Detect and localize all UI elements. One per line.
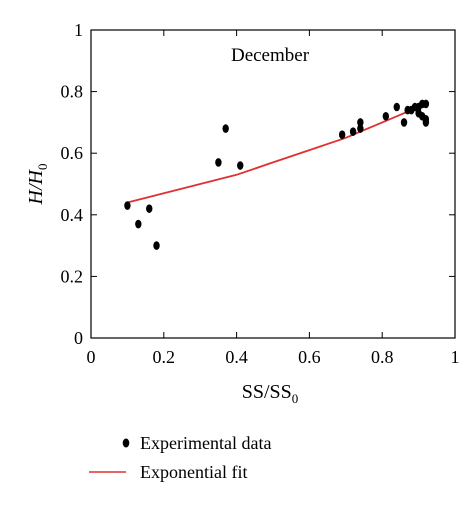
data-point <box>222 124 229 133</box>
x-axis-label-main: SS/SS <box>242 381 292 403</box>
x-tick-label: 0 <box>87 347 96 367</box>
y-axis-label: H/H0 <box>25 164 50 206</box>
data-point <box>393 102 400 112</box>
data-point <box>135 219 142 229</box>
data-point <box>237 161 244 170</box>
chart-title: December <box>231 45 310 66</box>
x-tick-label: 1 <box>451 347 460 367</box>
plot-frame <box>90 29 456 339</box>
legend-label-line: Exponential fit <box>140 462 247 482</box>
data-point <box>124 201 131 210</box>
legend-label-points: Experimental data <box>140 433 271 453</box>
x-tick-label: 0.2 <box>153 347 176 367</box>
fit-layer <box>127 103 427 204</box>
x-tick-label: 0.4 <box>225 347 248 367</box>
y-axis-label-main: H/H <box>25 168 47 205</box>
axis-ticks: 0 0.2 0.4 0.6 0.8 1 0 0.2 0.4 0.6 0.8 1 <box>61 20 460 367</box>
y-tick-label: 0.2 <box>61 266 84 286</box>
legend-marker-points <box>122 438 130 448</box>
data-point <box>422 99 430 109</box>
y-tick-label: 0.8 <box>61 82 84 102</box>
y-tick-label: 1 <box>74 20 83 40</box>
x-axis-label-sub: 0 <box>292 391 299 406</box>
x-tick-label: 0.6 <box>298 347 321 367</box>
data-point <box>146 204 153 213</box>
y-axis-label-sub: 0 <box>35 164 50 171</box>
data-point <box>400 118 408 127</box>
data-point <box>215 158 222 167</box>
data-point <box>357 124 364 133</box>
data-point <box>338 130 346 140</box>
data-point <box>357 118 364 127</box>
data-point <box>422 118 430 127</box>
fit-line <box>127 103 427 204</box>
data-point <box>153 241 160 250</box>
y-tick-label: 0 <box>74 328 83 348</box>
points-layer <box>124 99 430 250</box>
data-point <box>349 127 357 136</box>
legend: Experimental data Exponential fit <box>89 433 271 482</box>
y-tick-label: 0.4 <box>61 205 84 225</box>
x-axis-label: SS/SS0 <box>242 381 299 406</box>
x-tick-label: 0.8 <box>371 347 394 367</box>
y-tick-label: 0.6 <box>61 143 84 163</box>
data-point <box>382 111 390 121</box>
